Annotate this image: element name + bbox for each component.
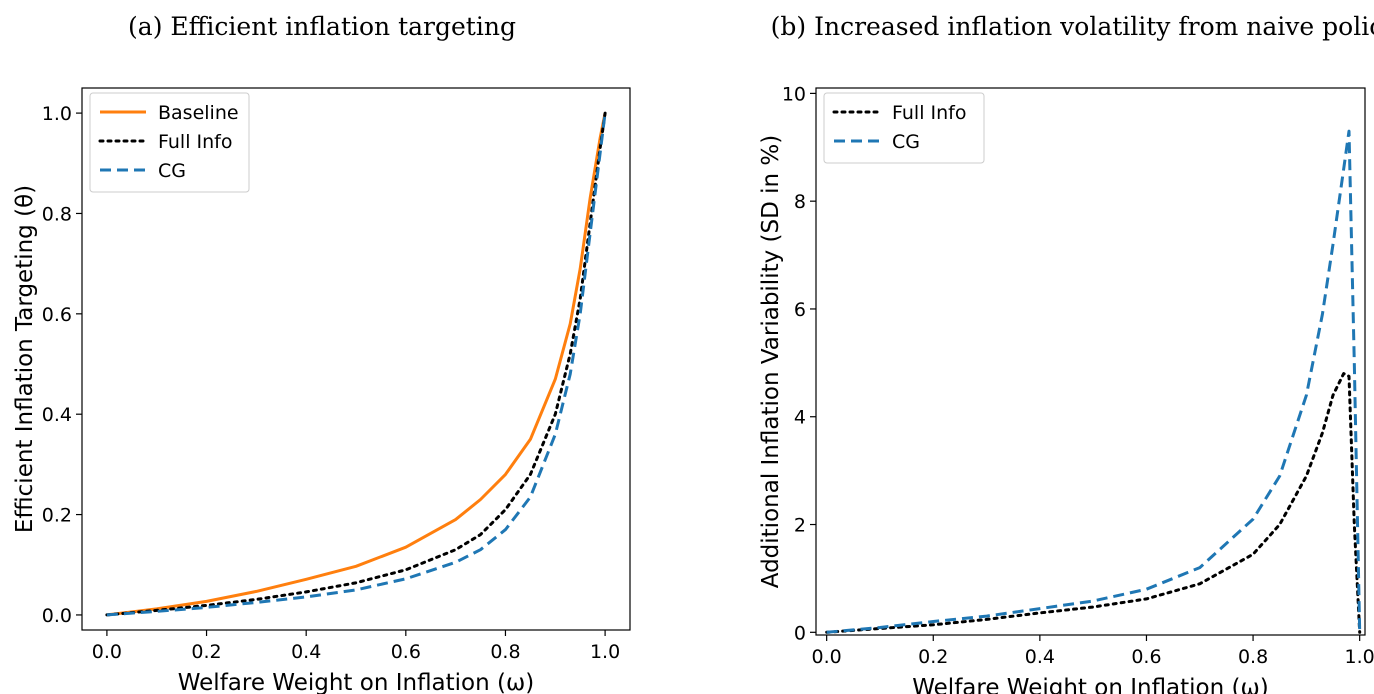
y-tick-label: 0.6 xyxy=(42,304,72,326)
x-tick-label: 0.0 xyxy=(92,641,122,663)
x-tick-label: 0.2 xyxy=(191,641,221,663)
y-tick-label: 6 xyxy=(794,299,806,321)
series-line-baseline xyxy=(106,112,607,617)
x-tick-label: 0.8 xyxy=(1238,646,1268,668)
x-tick-label: 0.4 xyxy=(1025,646,1055,668)
chart-title: (a) Efficient inflation targeting xyxy=(128,12,516,41)
x-tick-label: 1.0 xyxy=(1345,646,1374,668)
y-tick-label: 2 xyxy=(794,515,806,537)
plot-frame xyxy=(81,87,631,631)
y-tick-label: 0.4 xyxy=(42,404,72,426)
y-axis-label: Additional Inflation Variability (SD in … xyxy=(758,135,784,588)
legend-label: CG xyxy=(158,160,186,182)
y-tick-label: 0 xyxy=(794,622,806,644)
legend-box xyxy=(823,92,985,164)
x-axis-label: Welfare Weight on Inflation (ω) xyxy=(912,675,1268,694)
legend-label: Baseline xyxy=(158,102,239,124)
x-tick-label: 0.4 xyxy=(291,641,321,663)
y-tick-label: 4 xyxy=(794,407,806,429)
x-tick-label: 0.2 xyxy=(918,646,948,668)
series-line-cg xyxy=(106,112,607,617)
x-tick-label: 1.0 xyxy=(590,641,620,663)
series-line-cg xyxy=(826,129,1362,634)
x-tick-label: 0.6 xyxy=(1131,646,1161,668)
x-axis-label: Welfare Weight on Inflation (ω) xyxy=(178,670,534,694)
y-tick-label: 0.2 xyxy=(42,505,72,527)
plot-frame xyxy=(815,87,1366,636)
legend-label: Full Info xyxy=(158,131,233,153)
y-axis-label: Efficient Inflation Targeting (θ) xyxy=(12,185,38,533)
legend-label: Full Info xyxy=(892,102,967,124)
x-tick-label: 0.0 xyxy=(812,646,842,668)
y-tick-label: 1.0 xyxy=(42,103,72,125)
x-tick-label: 0.8 xyxy=(490,641,520,663)
legend-label: CG xyxy=(892,131,920,153)
legend-box xyxy=(89,92,250,193)
x-tick-label: 0.6 xyxy=(391,641,421,663)
series-line-full-info xyxy=(825,372,1362,634)
y-tick-label: 0.8 xyxy=(42,203,72,225)
series-line-full-info xyxy=(105,111,607,617)
y-tick-label: 0.0 xyxy=(42,605,72,627)
chart-panel-1: (b) Increased inflation volatility from … xyxy=(758,12,1374,694)
chart-panel-0: (a) Efficient inflation targeting 0.0 0.2 0… xyxy=(12,12,631,694)
chart-title: (b) Increased inflation volatility from … xyxy=(771,12,1374,41)
y-tick-label: 8 xyxy=(794,191,806,213)
y-tick-label: 10 xyxy=(782,83,806,105)
